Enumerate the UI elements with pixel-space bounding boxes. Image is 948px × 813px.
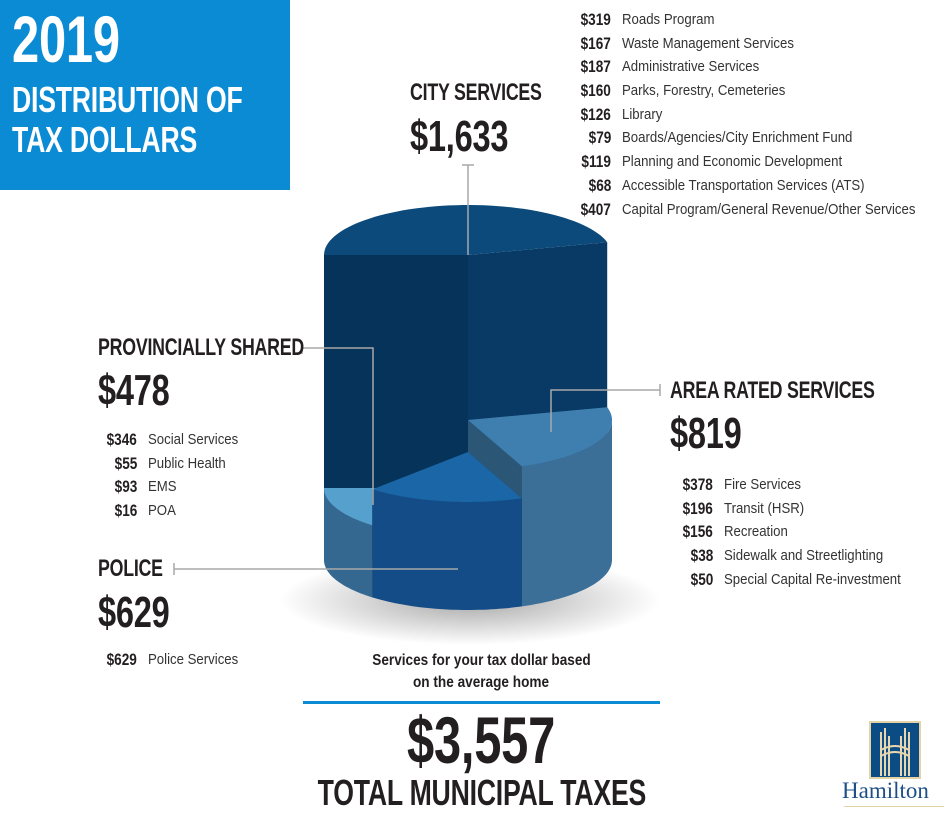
police-total: $629 xyxy=(98,588,170,637)
item-label: Administrative Services xyxy=(622,58,760,76)
item-label: Boards/Agencies/City Enrichment Fund xyxy=(622,129,853,147)
item-amount: $50 xyxy=(690,569,713,589)
area-rated-title: AREA RATED SERVICES xyxy=(670,377,875,404)
list-item: $93 EMS xyxy=(0,475,300,499)
item-amount: $93 xyxy=(114,477,137,497)
item-label: Planning and Economic Development xyxy=(622,153,843,171)
item-amount: $156 xyxy=(682,522,713,542)
title-line-1: DISTRIBUTION OF xyxy=(12,79,243,120)
hamilton-logo-text: Hamilton xyxy=(842,778,929,803)
caption-line-1: Services for your tax dollar based xyxy=(372,652,591,669)
item-amount: $16 xyxy=(114,501,137,521)
item-amount: $160 xyxy=(580,81,611,101)
list-item: $126 Library xyxy=(0,103,948,127)
hamilton-logo: Hamilton xyxy=(836,714,948,810)
item-label: Social Services xyxy=(148,431,239,448)
hamilton-logo-mark xyxy=(869,721,921,779)
city-services-title: CITY SERVICES xyxy=(410,79,542,106)
list-item: $160 Parks, Forestry, Cemeteries xyxy=(0,79,948,103)
list-item: $196 Transit (HSR) xyxy=(0,497,948,521)
title-line-2: TAX DOLLARS xyxy=(12,119,198,160)
police-callout-line xyxy=(173,563,458,575)
item-label: Fire Services xyxy=(724,476,802,493)
list-item: $629 Police Services xyxy=(0,648,300,672)
item-label: Capital Program/General Revenue/Other Se… xyxy=(622,200,916,218)
item-amount: $119 xyxy=(581,152,611,172)
police-slice-top xyxy=(372,452,522,502)
police-list: $629 Police Services xyxy=(0,648,300,672)
provincially-shared-title: PROVINCIALLY SHARED xyxy=(98,334,304,361)
city-services-total: $1,633 xyxy=(410,112,509,161)
list-item: $378 Fire Services xyxy=(0,473,948,497)
police-slice-side xyxy=(372,489,522,610)
item-amount: $319 xyxy=(580,10,611,29)
caption: Services for your tax dollar based on th… xyxy=(303,650,660,694)
list-item: $55 Public Health xyxy=(0,452,300,476)
city-services-slice-top xyxy=(324,205,608,255)
item-amount: $68 xyxy=(588,175,611,195)
area-rated-list: $378 Fire Services $196 Transit (HSR) $156 Re… xyxy=(0,473,948,591)
provincially-shared-total: $478 xyxy=(98,366,170,415)
item-label: Public Health xyxy=(148,454,226,472)
area-rated-total: $819 xyxy=(670,409,742,458)
list-item: $119 Planning and Economic Development xyxy=(0,150,948,174)
item-label: Roads Program xyxy=(622,11,715,28)
caption-line-2: on the average home xyxy=(413,674,550,691)
item-label: Sidewalk and Streetlighting xyxy=(724,547,884,565)
grand-total: $3,557 xyxy=(407,703,556,777)
list-item: $319 Roads Program xyxy=(0,8,948,32)
list-item: $68 Accessible Transportation Services (A… xyxy=(0,174,948,198)
item-label: Transit (HSR) xyxy=(724,499,805,517)
list-item: $346 Social Services xyxy=(0,428,300,452)
list-item: $407 Capital Program/General Revenue/Othe… xyxy=(0,198,948,222)
item-label: Parks, Forestry, Cemeteries xyxy=(622,82,786,100)
item-amount: $346 xyxy=(106,430,137,449)
item-label: Waste Management Services xyxy=(622,34,794,52)
area-rated-slice-top xyxy=(468,407,612,467)
item-label: Accessible Transportation Services (ATS) xyxy=(622,176,865,194)
item-amount: $79 xyxy=(588,128,611,148)
item-amount: $629 xyxy=(106,650,137,669)
list-item: $167 Waste Management Services xyxy=(0,32,948,56)
city-callout-line xyxy=(462,164,474,255)
list-item: $16 POA xyxy=(0,499,300,523)
list-item: $187 Administrative Services xyxy=(0,55,948,79)
item-amount: $38 xyxy=(690,546,713,566)
city-services-list: $319 Roads Program $167 Waste Management Se… xyxy=(0,8,948,221)
area-callout-line xyxy=(550,384,661,432)
provincial-callout-line xyxy=(301,342,374,505)
area-rated-slice-side xyxy=(521,420,612,607)
provincially-shared-list: $346 Social Services $55 Public Health $93 EM… xyxy=(0,428,300,523)
list-item: $79 Boards/Agencies/City Enrichment Fund xyxy=(0,126,948,150)
divider-line xyxy=(303,701,660,704)
item-label: Recreation xyxy=(724,523,788,541)
item-label: Police Services xyxy=(148,651,239,668)
list-item: $38 Sidewalk and Streetlighting xyxy=(0,544,948,568)
police-title: POLICE xyxy=(98,555,163,582)
item-amount: $55 xyxy=(114,453,137,473)
item-amount: $378 xyxy=(682,475,713,494)
item-amount: $167 xyxy=(580,33,611,53)
item-amount: $407 xyxy=(580,199,611,219)
item-label: POA xyxy=(148,502,176,520)
list-item: $156 Recreation xyxy=(0,520,948,544)
grand-total-label: TOTAL MUNICIPAL TAXES xyxy=(317,772,647,813)
item-label: EMS xyxy=(148,478,177,496)
item-amount: $196 xyxy=(682,498,713,518)
logo-underline xyxy=(844,806,944,807)
year-title: 2019 xyxy=(12,2,120,76)
title-banner: 2019 DISTRIBUTION OF TAX DOLLARS xyxy=(0,0,290,190)
item-amount: $126 xyxy=(580,104,611,124)
list-item: $50 Special Capital Re-investment xyxy=(0,568,948,592)
item-label: Special Capital Re-investment xyxy=(724,570,901,588)
item-label: Library xyxy=(622,105,663,123)
item-amount: $187 xyxy=(580,57,611,77)
callout-lines xyxy=(173,164,661,575)
provincially-shared-slice-side xyxy=(324,488,373,598)
